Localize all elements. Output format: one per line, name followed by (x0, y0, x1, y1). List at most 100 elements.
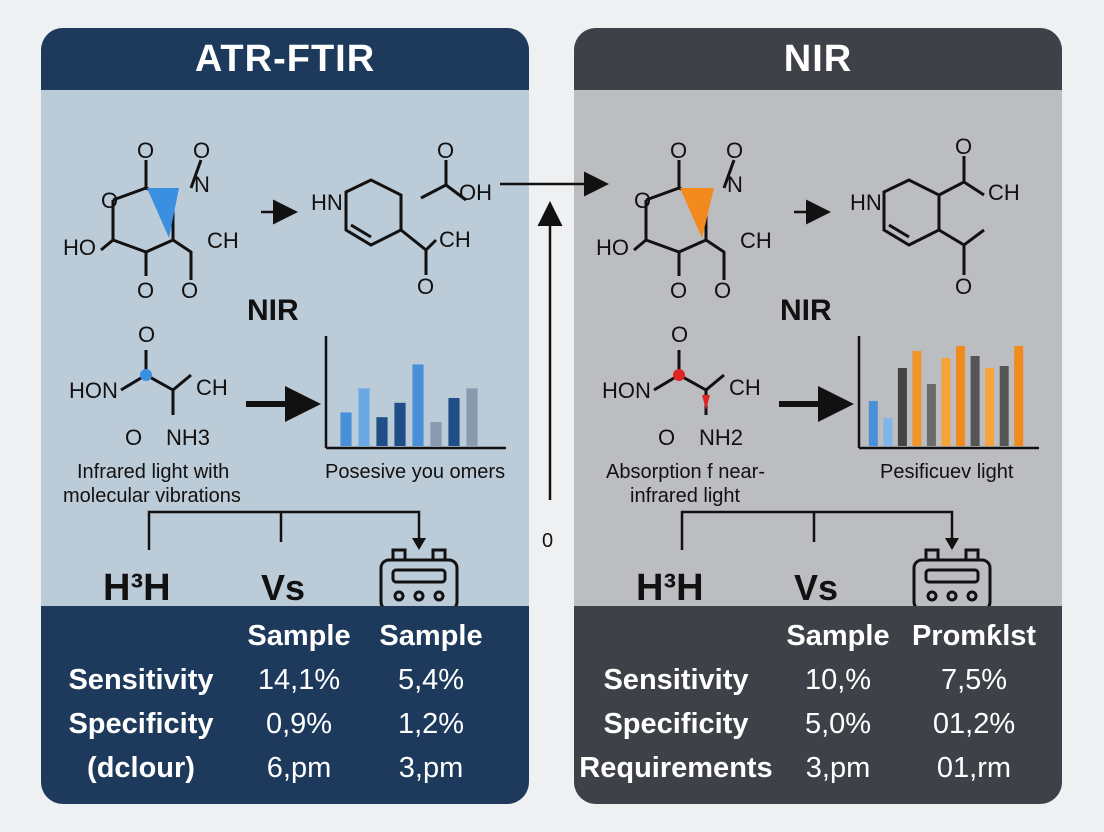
spectrum-bar (448, 398, 460, 446)
cell-value: 01,2% (932, 708, 1016, 740)
nir-illustration: O N O O HO CH O O HN O CH O NIR O HON CH (596, 134, 1039, 606)
caption-left-line: Infrared light with (77, 461, 229, 483)
pyr-label: O (955, 134, 972, 159)
formula: H³H (103, 567, 171, 606)
top-molecule (633, 159, 736, 280)
vs-label: Vs (261, 567, 305, 606)
spectrum-bar (412, 364, 424, 446)
spectrum-bar (376, 417, 388, 446)
mol-label: HO (63, 235, 96, 260)
spectrum-bar (941, 358, 951, 446)
mol-label: O (193, 138, 210, 163)
mol-label: N (194, 172, 210, 197)
pyridine-molecule (344, 160, 467, 275)
spectrometer-icon (912, 548, 992, 606)
spectrum-bar (394, 402, 406, 446)
nir-subheading: NIR (780, 294, 832, 327)
formula: H³H (636, 567, 704, 606)
amide-label: HON (69, 378, 118, 403)
results-table: Sample Sample Sensitivity 14,1% 5,4% Spe… (41, 606, 529, 804)
mol-label: O (634, 188, 651, 213)
amide-label: HON (602, 378, 651, 403)
orange-highlight (680, 188, 714, 238)
amide-label: O (138, 322, 155, 347)
cell-value: 7,5% (940, 664, 1008, 696)
amide-label: O (658, 425, 675, 450)
pyr-label: HN (850, 190, 882, 215)
pyr-label: CH (439, 227, 471, 252)
nir-panel: NIR O N O O HO CH O O HN O CH O (574, 28, 1062, 804)
spectrum-chart (324, 336, 506, 450)
row-label: (dclour) (87, 752, 195, 784)
amide-label: NH2 (699, 425, 743, 450)
blue-highlight (147, 188, 179, 238)
pyr-label: O (437, 138, 454, 163)
row-label: Sensitivity (68, 664, 214, 696)
mol-label: O (101, 188, 118, 213)
cell-value: 5,0% (804, 708, 872, 740)
cell-value: 3,pm (398, 752, 464, 784)
mol-label: O (714, 278, 731, 303)
amide-molecule (653, 350, 725, 415)
cell-value: 5,4% (397, 664, 465, 696)
row-label: Sensitivity (603, 664, 749, 696)
cell-value: 10,% (804, 664, 872, 696)
pyr-label: HN (311, 190, 343, 215)
spectrum-bar (868, 401, 878, 446)
amide-label: CH (196, 375, 228, 400)
column-header: Sample (247, 620, 351, 652)
caption-right: Pesificuev light (880, 461, 1014, 483)
cell-value: 0,9% (265, 708, 333, 740)
panel-title: NIR (574, 28, 1062, 90)
amide-label: CH (729, 375, 761, 400)
spectrum-bar (466, 388, 478, 446)
column-header: Sample (379, 620, 483, 652)
spectrum-bar (912, 351, 922, 446)
pyr-label: O (955, 274, 972, 299)
amide-molecule (120, 350, 192, 415)
column-header: Promƙlst (911, 620, 1037, 652)
spectrum-bar (883, 418, 893, 446)
row-label: Requirements (579, 752, 773, 784)
spectrum-bar (897, 368, 907, 446)
row-label: Specificity (603, 708, 749, 740)
spectrum-bar (985, 368, 995, 446)
mol-label: CH (740, 228, 772, 253)
amide-label: NH3 (166, 425, 210, 450)
spectrum-bar (999, 366, 1009, 446)
spectrum-bar (1014, 346, 1024, 446)
caption-left-line: Absorption f near- (606, 461, 765, 483)
vs-label: Vs (794, 567, 838, 606)
connector-label: 0 (542, 530, 554, 552)
pyridine-molecule (882, 156, 985, 275)
spectrum-bar (926, 384, 936, 446)
spectrum-chart (857, 336, 1039, 450)
caption-left-line: infrared light (630, 485, 741, 507)
mol-label: O (670, 138, 687, 163)
mol-label: O (670, 278, 687, 303)
panel-title: ATR-FTIR (41, 28, 529, 90)
atr-ftir-illustration: O N O O HO CH O O HN O OH CH O NIR O (63, 138, 506, 606)
nir-subheading: NIR (247, 294, 299, 327)
branch-lines (680, 510, 954, 550)
mol-label: O (137, 138, 154, 163)
branch-lines (147, 510, 421, 550)
pyr-label: CH (988, 180, 1020, 205)
column-header: Sample (786, 620, 890, 652)
cell-value: 6,pm (266, 752, 332, 784)
cell-value: 1,2% (397, 708, 465, 740)
pyr-label: O (417, 274, 434, 299)
spectrum-bar (340, 412, 352, 446)
row-label: Specificity (68, 708, 214, 740)
cell-value: 14,1% (257, 664, 341, 696)
spectrum-bar (956, 346, 965, 446)
spectrum-bar (970, 356, 980, 446)
mol-label: CH (207, 228, 239, 253)
cell-value: 3,pm (805, 752, 871, 784)
spectrometer-icon (379, 548, 459, 606)
mol-label: N (727, 172, 743, 197)
pyr-label: OH (459, 180, 492, 205)
atr-ftir-panel: ATR-FTIR O N O O HO CH O O HN O OH CH O (41, 28, 529, 804)
results-table: Sample Promƙlst Sensitivity 10,% 7,5% Sp… (574, 606, 1062, 804)
mol-label: O (137, 278, 154, 303)
